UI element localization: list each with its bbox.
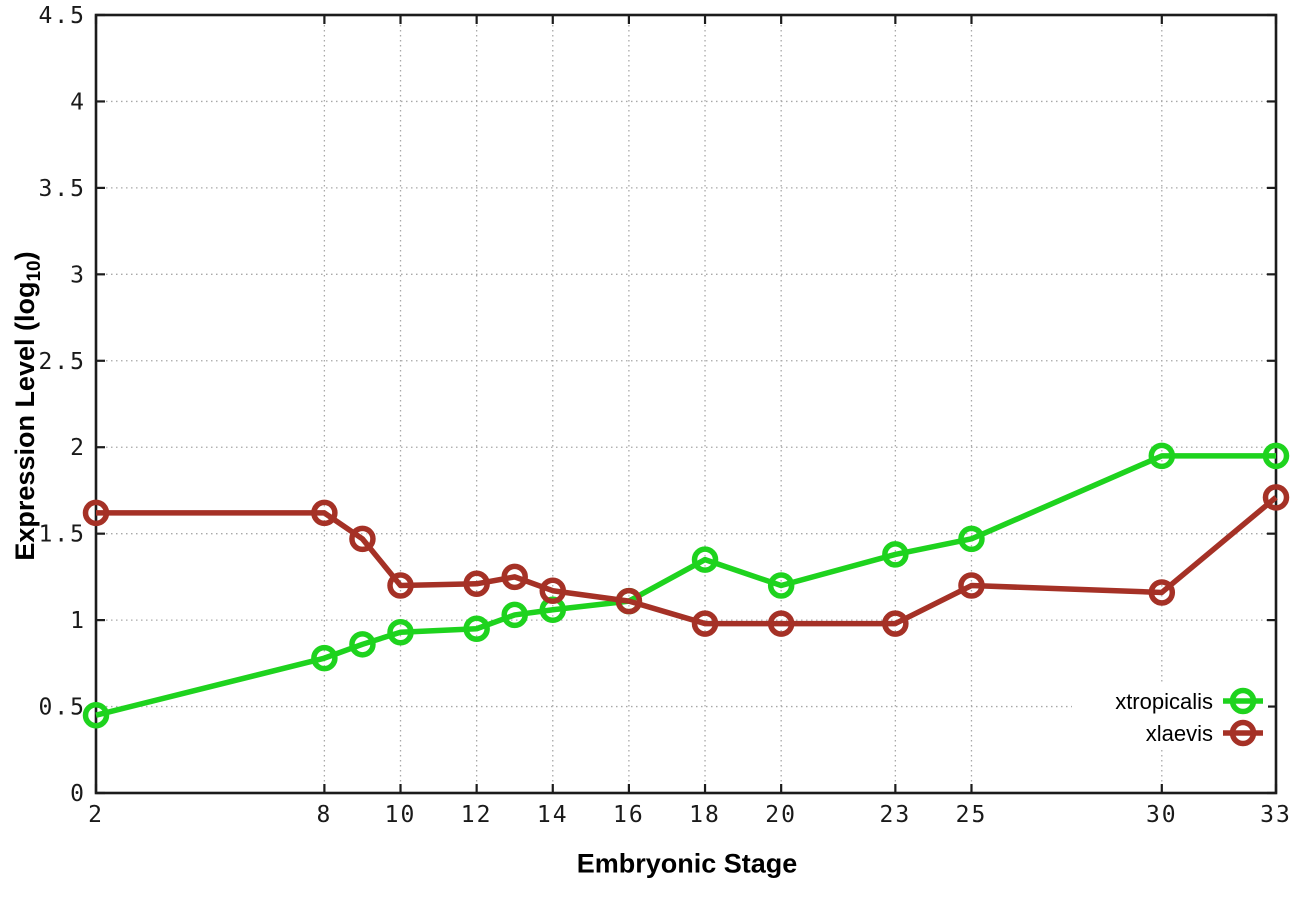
- legend-label-xlaevis: xlaevis: [1146, 721, 1213, 746]
- x-tick-label: 16: [613, 802, 645, 828]
- data-point-xlaevis: [82, 499, 110, 527]
- x-tick-label: 8: [316, 802, 332, 828]
- x-tick-label: 12: [461, 802, 493, 828]
- data-point-xlaevis: [767, 610, 795, 637]
- x-tick-label: 23: [880, 802, 912, 828]
- y-tick-label: 0: [70, 781, 86, 807]
- x-tick-label: 18: [689, 802, 721, 828]
- x-axis-label: Embryonic Stage: [576, 848, 798, 879]
- data-point-xtropicalis: [349, 631, 376, 658]
- data-point-xlaevis: [387, 572, 414, 599]
- data-point-xlaevis: [463, 570, 490, 598]
- x-tick-label: 10: [385, 802, 417, 828]
- series-line-xtropicalis: [95, 453, 1276, 718]
- y-tick-label: 3.5: [38, 176, 86, 202]
- legend-sample-marker-xtropicalis: [1229, 687, 1257, 715]
- x-tick-label: 14: [537, 802, 569, 828]
- y-tick-label: 0.5: [38, 695, 86, 721]
- legend-sample-marker-xlaevis: [1229, 719, 1257, 747]
- y-axis-label-text: Expression Level (log: [9, 281, 40, 561]
- data-point-xlaevis: [1262, 484, 1290, 511]
- y-tick-label: 4: [70, 89, 86, 115]
- data-point-xlaevis: [615, 587, 643, 615]
- data-point-xtropicalis: [311, 644, 338, 672]
- data-point-xtropicalis: [501, 601, 528, 629]
- data-point-xlaevis: [958, 572, 985, 599]
- x-tick-label: 2: [88, 802, 104, 828]
- data-point-xtropicalis: [1148, 442, 1176, 470]
- data-point-xtropicalis: [463, 615, 490, 643]
- data-point-xtropicalis: [767, 572, 795, 599]
- x-tick-label: 30: [1146, 802, 1178, 828]
- series-line-xlaevis: [96, 495, 1278, 627]
- data-point-xtropicalis: [882, 541, 909, 568]
- data-point-xlaevis: [539, 577, 567, 604]
- data-point-xlaevis: [691, 610, 719, 637]
- data-point-xtropicalis: [691, 546, 719, 573]
- y-axis-label: Expression Level (log10): [10, 251, 46, 560]
- data-point-xtropicalis: [1262, 442, 1290, 470]
- x-tick-label: 25: [956, 802, 988, 828]
- y-tick-label: 1: [70, 608, 86, 634]
- y-axis-label-close: ): [9, 251, 40, 261]
- legend-label-xtropicalis: xtropicalis: [1115, 689, 1213, 714]
- y-tick-label: 1.5: [38, 522, 86, 548]
- data-point-xlaevis: [501, 563, 528, 591]
- y-tick-label: 3: [70, 262, 86, 288]
- data-point-xlaevis: [1148, 579, 1176, 606]
- x-tick-label: 20: [765, 802, 797, 828]
- plot-border: [94, 13, 1278, 795]
- data-point-xlaevis: [311, 499, 338, 527]
- data-point-xlaevis: [349, 525, 376, 553]
- y-tick-label: 2: [70, 435, 86, 461]
- x-tick-label: 33: [1260, 802, 1292, 828]
- y-tick-label: 4.5: [38, 3, 86, 29]
- y-tick-label: 2.5: [38, 349, 86, 375]
- data-point-xlaevis: [882, 610, 909, 637]
- data-point-xtropicalis: [958, 525, 985, 553]
- data-point-xtropicalis: [387, 618, 414, 646]
- data-point-xtropicalis: [82, 701, 110, 729]
- y-axis-label-subscript: 10: [24, 260, 46, 282]
